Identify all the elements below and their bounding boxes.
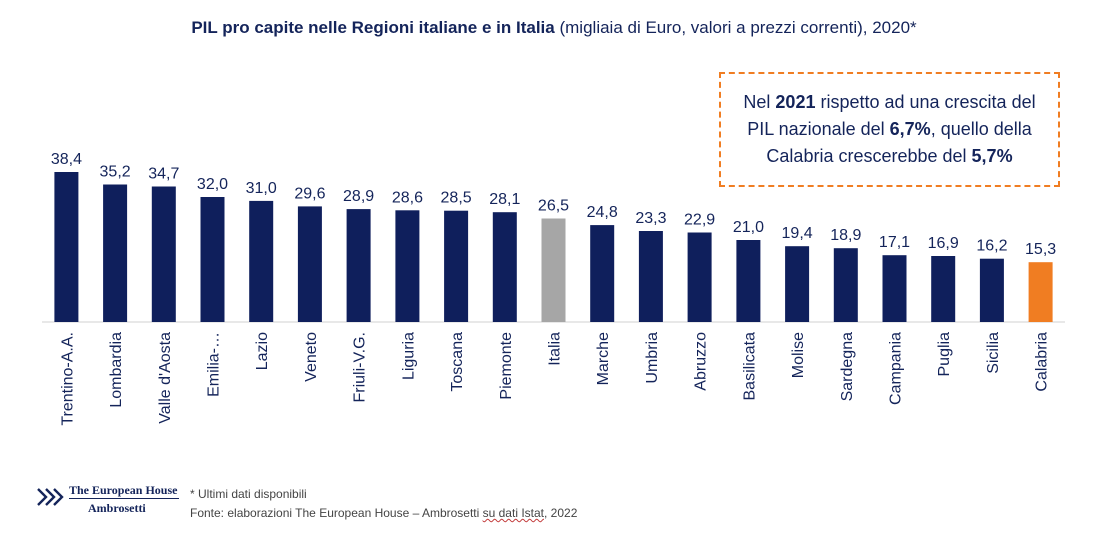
bar-12 [638, 231, 663, 322]
bar-10 [541, 218, 566, 322]
bar-9 [492, 212, 517, 322]
data-label-17: 17,1 [879, 234, 910, 251]
category-label-10: Italia [547, 332, 564, 366]
data-label-12: 23,3 [635, 210, 666, 227]
category-label-12: Umbria [644, 332, 661, 384]
data-label-19: 16,2 [976, 238, 1007, 255]
bar-16 [833, 248, 858, 322]
category-label-19: Sicilia [985, 332, 1002, 374]
bar-6 [346, 209, 371, 322]
bar-1 [103, 184, 128, 322]
logo-text-line1: The European House [69, 483, 178, 497]
data-label-16: 18,9 [830, 227, 861, 244]
logo-divider [69, 498, 179, 499]
category-label-2: Valle d'Aosta [157, 332, 174, 424]
category-label-14: Basilicata [741, 332, 758, 401]
data-label-2: 34,7 [148, 166, 179, 183]
data-label-10: 26,5 [538, 198, 569, 215]
bar-4 [249, 200, 274, 322]
category-label-13: Abruzzo [693, 332, 710, 391]
bar-15 [785, 246, 810, 322]
data-label-20: 15,3 [1025, 241, 1056, 258]
data-label-8: 28,5 [441, 190, 472, 207]
category-label-1: Lombardia [108, 332, 125, 408]
bar-19 [979, 258, 1004, 322]
category-label-5: Veneto [303, 332, 320, 382]
bar-5 [297, 206, 322, 322]
data-label-15: 19,4 [782, 225, 813, 242]
logo-text-line2: Ambrosetti [88, 501, 146, 515]
category-label-11: Marche [595, 332, 612, 385]
category-label-6: Friuli-V.G. [352, 332, 369, 403]
bar-3 [200, 197, 225, 322]
data-label-11: 24,8 [587, 204, 618, 221]
category-label-17: Campania [888, 332, 905, 405]
callout-year: 2021 [775, 92, 816, 112]
footnote: * Ultimi dati disponibili [190, 487, 307, 501]
chart-title-main: PIL pro capite nelle Regioni italiane e … [191, 18, 555, 37]
data-label-4: 31,0 [246, 180, 277, 197]
bar-20 [1028, 262, 1053, 322]
bar-18 [931, 256, 956, 322]
callout-text: Nel 2021 rispetto ad una crescita del PI… [743, 92, 1036, 166]
data-label-1: 35,2 [100, 164, 131, 181]
bar-0 [54, 172, 79, 322]
data-label-3: 32,0 [197, 176, 228, 193]
bar-chart: 38,4 Trentino-A.A. 35,2 Lombardia 34,7 Valle … [42, 151, 1065, 426]
chart-title-sub: (migliaia di Euro, valori a prezzi corre… [559, 18, 917, 37]
data-label-13: 22,9 [684, 212, 715, 229]
category-label-18: Puglia [936, 332, 953, 377]
bar-7 [395, 210, 420, 322]
chart-title: PIL pro capite nelle Regioni italiane e … [0, 18, 1108, 38]
data-label-9: 28,1 [489, 191, 520, 208]
category-label-3: Emilia-… [206, 332, 223, 397]
category-label-8: Toscana [449, 332, 466, 392]
bar-17 [882, 255, 907, 322]
callout-calabria-growth: 5,7% [971, 146, 1013, 166]
callout-national-growth: 6,7% [889, 119, 931, 139]
callout-box: Nel 2021 rispetto ad una crescita del PI… [719, 72, 1060, 187]
source-note: Fonte: elaborazioni The European House –… [190, 506, 578, 520]
ambrosetti-logo-icon [37, 488, 64, 506]
data-label-5: 29,6 [294, 185, 325, 202]
category-label-16: Sardegna [839, 332, 856, 401]
category-label-0: Trentino-A.A. [59, 332, 76, 426]
data-label-14: 21,0 [733, 219, 764, 236]
category-label-4: Lazio [254, 332, 271, 370]
bar-2 [151, 186, 176, 322]
footer: The European House Ambrosetti * Ultimi d… [0, 480, 700, 530]
category-label-9: Piemonte [498, 332, 515, 400]
data-label-7: 28,6 [392, 189, 423, 206]
bar-14 [736, 240, 761, 322]
data-label-6: 28,9 [343, 188, 374, 205]
bar-8 [444, 210, 469, 322]
category-label-20: Calabria [1034, 332, 1051, 392]
data-label-0: 38,4 [51, 151, 82, 168]
category-label-7: Liguria [400, 332, 417, 380]
bar-11 [590, 225, 615, 322]
category-label-15: Molise [790, 332, 807, 378]
data-label-18: 16,9 [928, 235, 959, 252]
bar-13 [687, 232, 712, 322]
